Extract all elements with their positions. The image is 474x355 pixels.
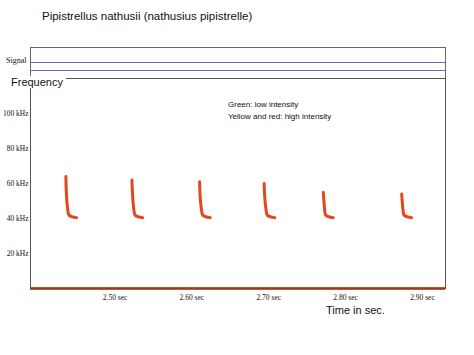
svg-text:2.90 sec: 2.90 sec [410, 293, 435, 302]
svg-text:2.50 sec: 2.50 sec [103, 293, 128, 302]
svg-text:60 kHz: 60 kHz [7, 179, 30, 188]
svg-text:80 kHz: 80 kHz [7, 144, 30, 153]
html-text:Time in sec.: Time in sec. [326, 304, 385, 316]
svg-text:40 kHz: 40 kHz [7, 214, 30, 223]
svg-text:100 kHz: 100 kHz [3, 109, 29, 118]
html-text:Green: low intensity: Green: low intensity [228, 100, 299, 109]
svg-text:2.60 sec: 2.60 sec [180, 293, 205, 302]
svg-text:20 kHz: 20 kHz [7, 249, 30, 258]
svg-text:2.80 sec: 2.80 sec [333, 293, 358, 302]
svg-text:2.70 sec: 2.70 sec [256, 293, 281, 302]
html-text:Frequency: Frequency [11, 76, 63, 88]
html-text:Pipistrellus nathusii (nathusi: Pipistrellus nathusii (nathusius pipistr… [42, 10, 253, 22]
html-text:Signal: Signal [6, 56, 27, 65]
html-text:Yellow and red: high intensity: Yellow and red: high intensity [228, 112, 332, 121]
